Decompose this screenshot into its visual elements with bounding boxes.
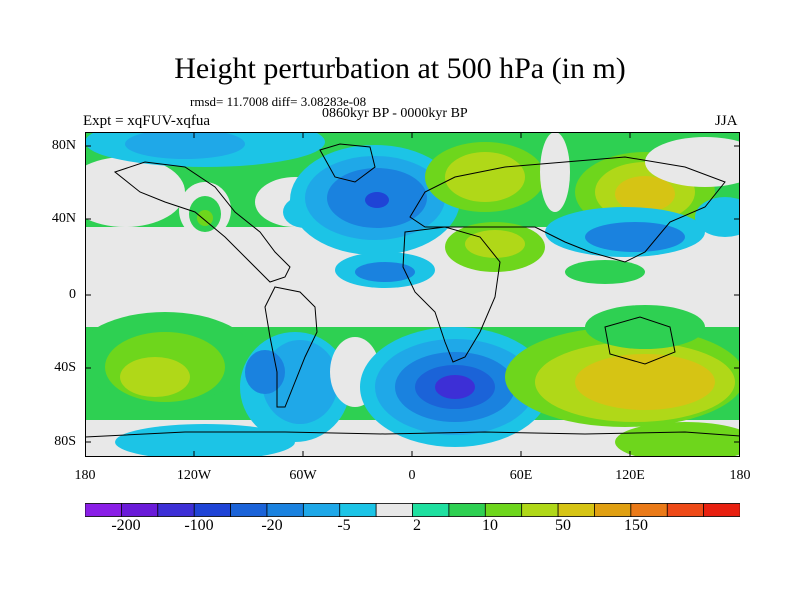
lon-label-60e: 60E xyxy=(509,468,533,483)
stats-text: rmsd= 11.7008 diff= 3.08283e-08 xyxy=(190,94,367,109)
colorbar-swatch xyxy=(339,503,377,517)
colorbar-swatch xyxy=(375,503,414,517)
height-perturbation-map xyxy=(85,132,740,457)
experiment-label: Expt = xqFUV-xqfua xyxy=(83,113,211,129)
lat-label-80n: 80N xyxy=(51,138,76,153)
colorbar-label: -5 xyxy=(337,517,351,534)
lat-label-40s: 40S xyxy=(54,360,76,375)
colorbar-swatch xyxy=(521,503,559,517)
lon-label-120e: 120E xyxy=(615,468,645,483)
lon-label-120w: 120W xyxy=(176,468,212,483)
colorbar-swatch xyxy=(630,503,668,517)
colorbar-swatch xyxy=(157,503,195,517)
australia-outline xyxy=(604,316,676,365)
south-america-outline xyxy=(264,286,318,408)
lon-label-0: 0 xyxy=(408,468,416,483)
colorbar-label: -100 xyxy=(184,517,214,534)
colorbar xyxy=(85,503,740,517)
colorbar-swatch xyxy=(85,503,122,517)
lon-label-60w: 60W xyxy=(289,468,317,483)
colorbar-swatch xyxy=(448,503,486,517)
season-label: JJA xyxy=(715,113,738,129)
colorbar-swatch xyxy=(484,503,523,517)
map-title: Height perturbation at 500 hPa (in m) xyxy=(174,52,626,85)
colorbar-swatch xyxy=(193,503,232,517)
africa-outline xyxy=(402,226,501,363)
lat-label-40n: 40N xyxy=(51,211,76,226)
colorbar-label: 2 xyxy=(413,517,421,534)
lat-label-80s: 80S xyxy=(54,434,76,449)
lon-label-180e: 180 xyxy=(729,468,751,483)
colorbar-swatch xyxy=(666,503,705,517)
eurasia-outline xyxy=(409,156,726,263)
colorbar-swatch xyxy=(703,503,740,517)
colorbar-swatch xyxy=(594,503,632,517)
antarctica-outline xyxy=(85,431,740,438)
colorbar-swatch xyxy=(557,503,596,517)
greenland-outline xyxy=(319,143,376,183)
colorbar-swatch xyxy=(266,503,304,517)
colorbar-label: 50 xyxy=(555,517,571,534)
colorbar-label: -200 xyxy=(111,517,141,534)
colorbar-swatch xyxy=(302,503,341,517)
colorbar-swatch xyxy=(120,503,159,517)
lat-label-0: 0 xyxy=(69,287,76,302)
colorbar-label: 150 xyxy=(624,517,648,534)
period-text: 0860kyr BP - 0000kyr BP xyxy=(322,106,468,121)
colorbar-label: -20 xyxy=(261,517,283,534)
colorbar-swatch xyxy=(230,503,268,517)
colorbar-swatch xyxy=(412,503,450,517)
coastline-outlines xyxy=(85,143,740,438)
axis-ticks xyxy=(85,132,740,457)
contour-fill-field xyxy=(85,132,740,457)
lon-label-180w: 180 xyxy=(74,468,96,483)
north-america-outline xyxy=(113,161,291,283)
colorbar-label: 10 xyxy=(482,517,498,534)
